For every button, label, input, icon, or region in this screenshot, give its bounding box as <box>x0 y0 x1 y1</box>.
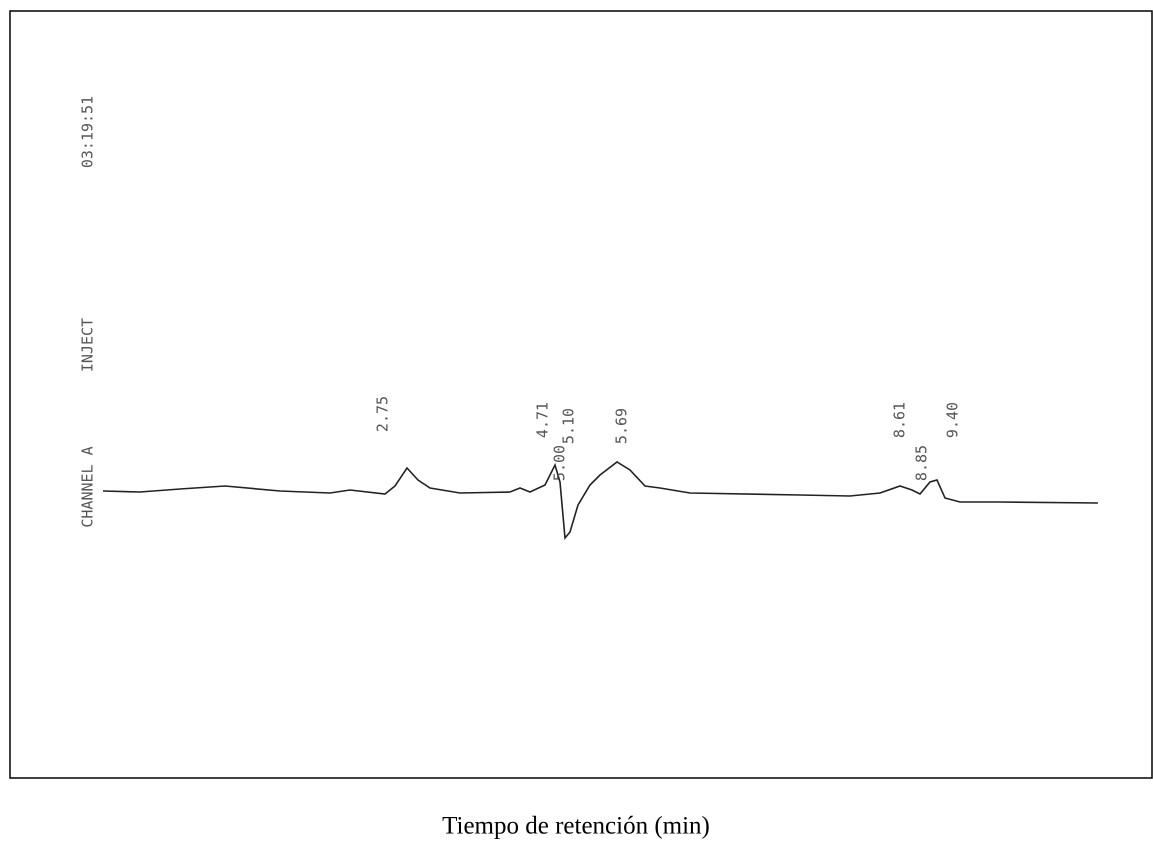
time-stamp: 03:19:51 <box>79 96 97 168</box>
x-axis-label: Tiempo de retención (min) <box>442 813 710 840</box>
peak-label: 5.10 <box>560 408 578 444</box>
trace <box>102 461 1099 540</box>
peak-label: 8.61 <box>891 402 909 438</box>
peak-label: 5.69 <box>613 408 631 444</box>
peak-label: 8.85 <box>913 445 931 481</box>
peak-label: 2.75 <box>374 396 392 432</box>
peak-label: 4.71 <box>534 402 552 438</box>
peak-label: 5.00 <box>551 445 569 481</box>
channel-label: CHANNEL A <box>79 446 97 527</box>
inject-label: INJECT <box>79 318 97 372</box>
peak-label: 9.40 <box>944 402 962 438</box>
frame <box>9 10 1153 779</box>
